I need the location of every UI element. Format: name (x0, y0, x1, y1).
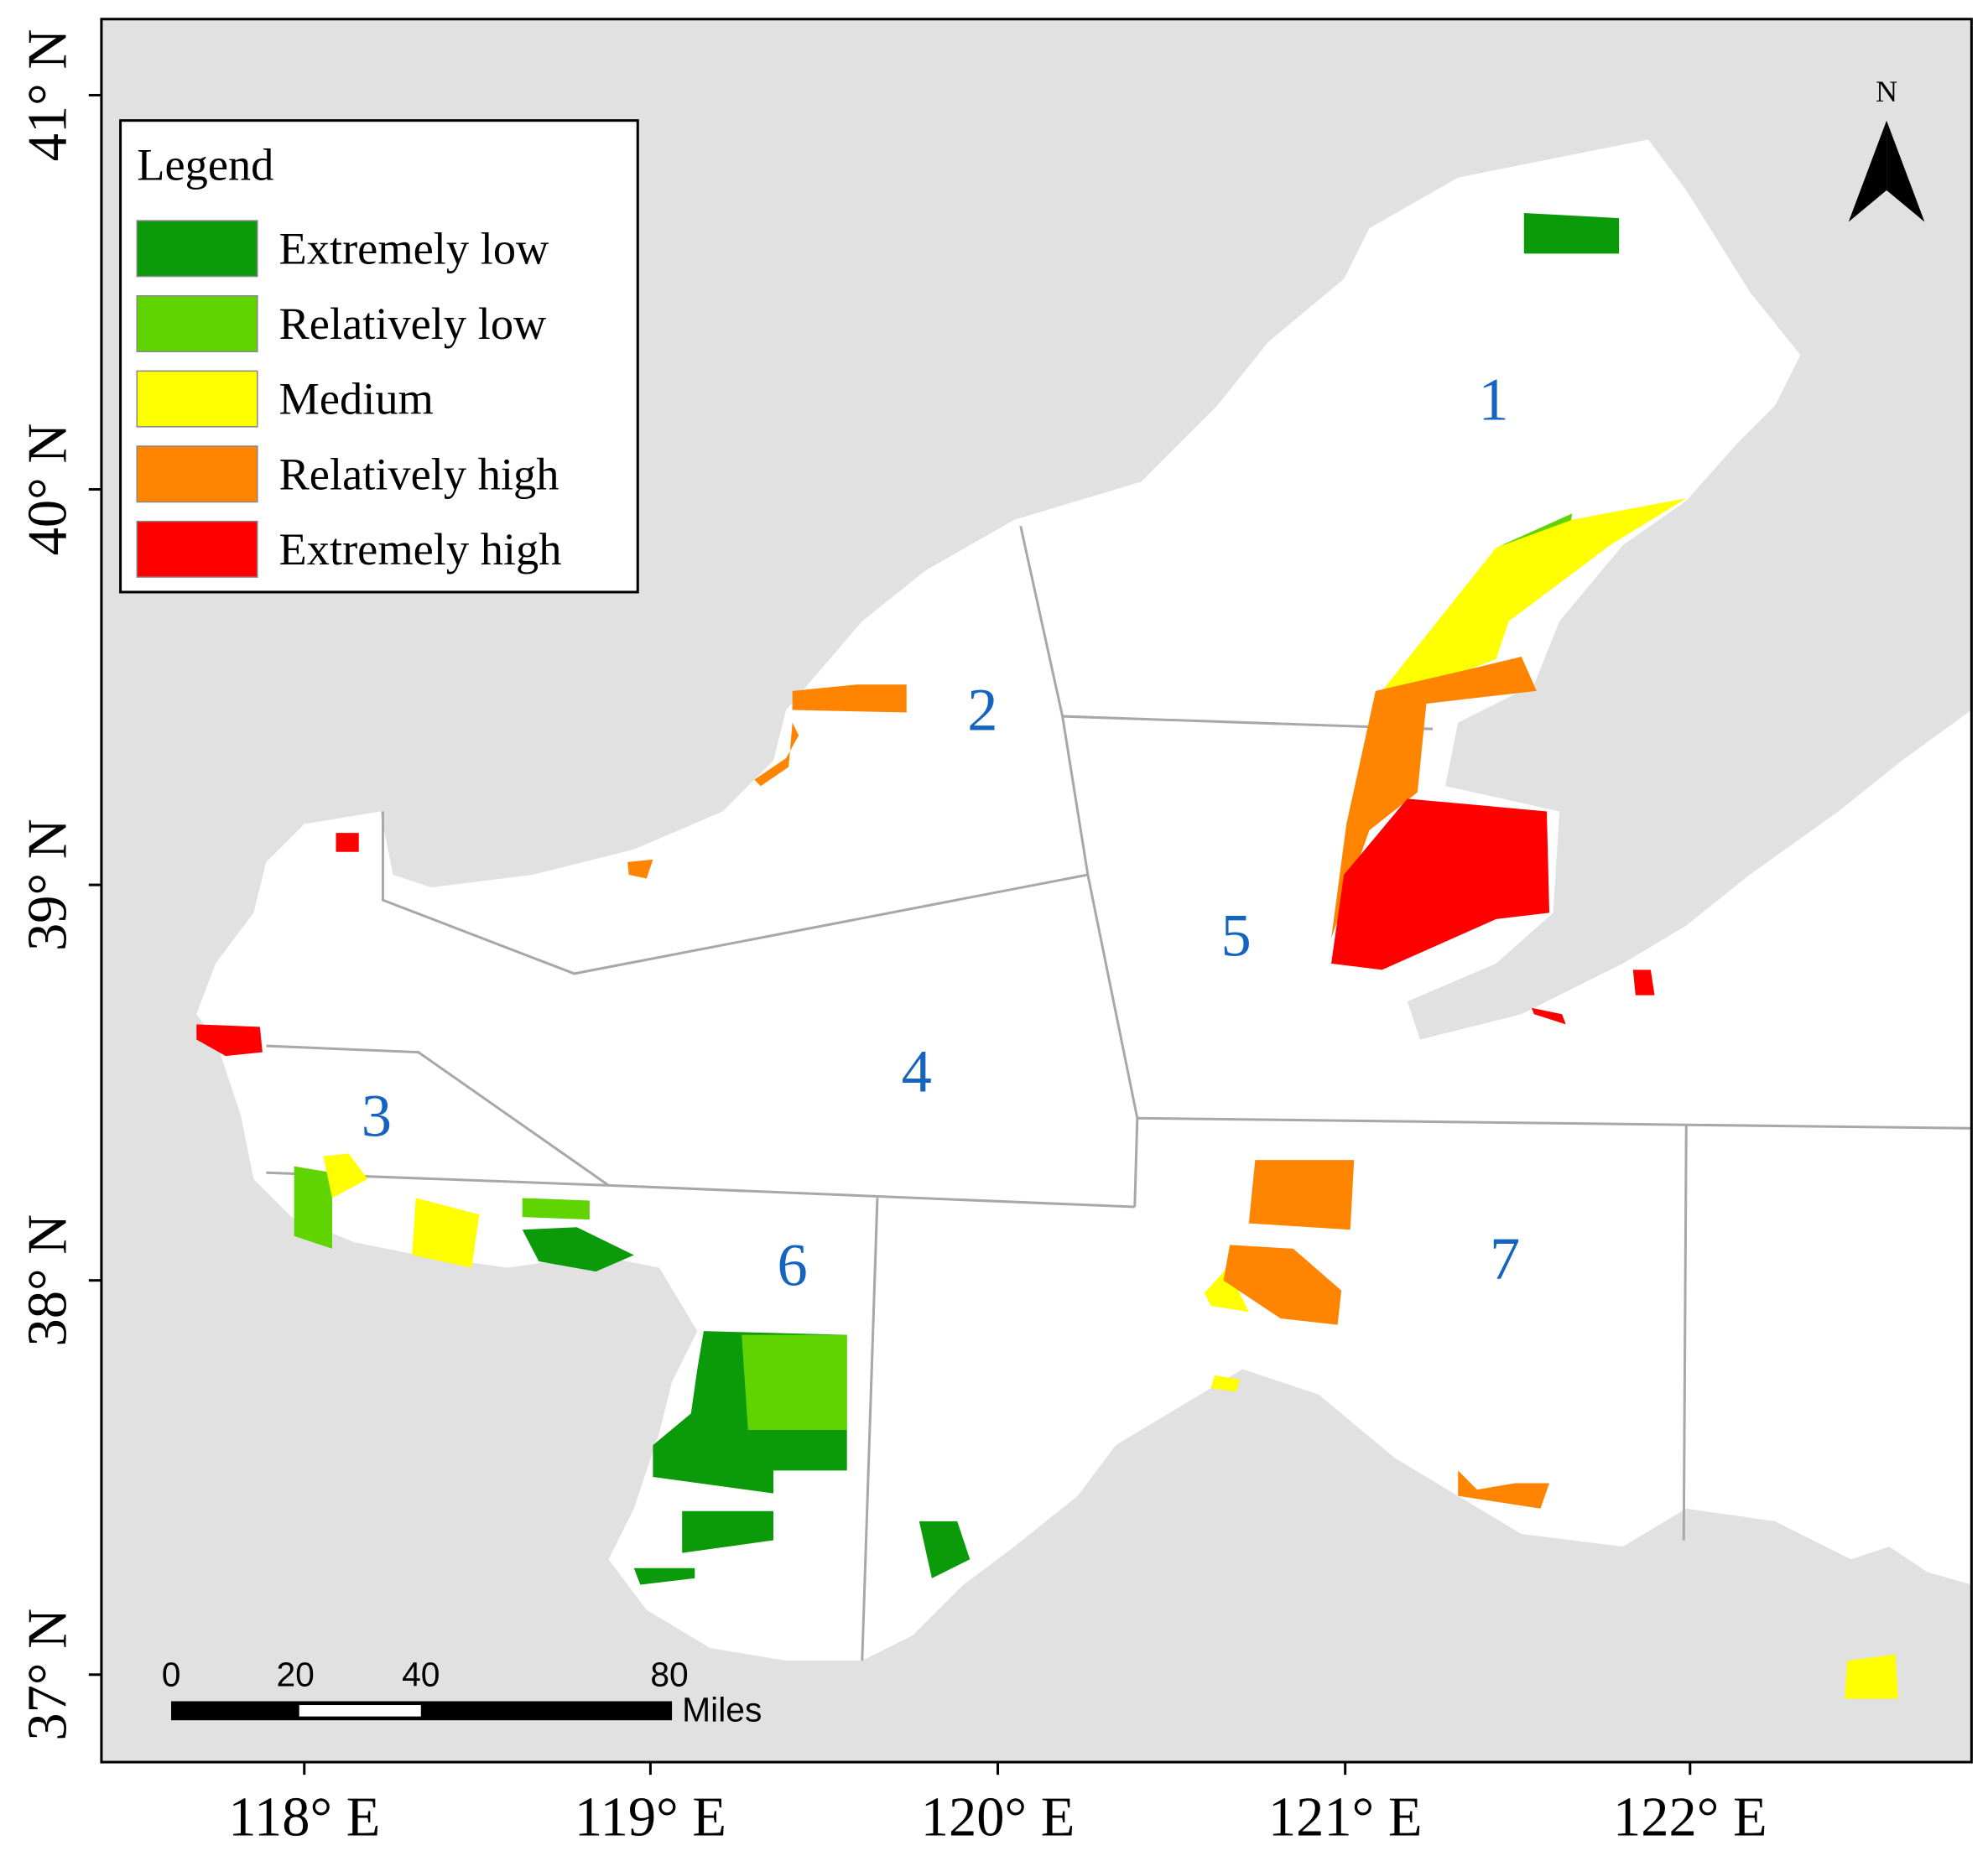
legend-label: Extremely low (279, 223, 550, 273)
legend-label: Relatively high (279, 449, 559, 499)
scale-tick-label: 0 (162, 1655, 181, 1693)
risk-patch (1523, 213, 1620, 254)
region-boundaries (266, 526, 1972, 1661)
risk-patch (323, 1153, 368, 1198)
risk-patch (412, 1198, 480, 1268)
risk-patch (1223, 1245, 1342, 1325)
legend-label: Relatively low (279, 299, 548, 349)
risk-patch (1531, 1007, 1566, 1025)
risk-patch (1331, 657, 1537, 938)
longitude-label: 120° E (921, 1787, 1075, 1848)
risk-patch (196, 1024, 263, 1057)
risk-patch (1331, 798, 1550, 970)
scale-tick-label: 80 (650, 1655, 688, 1693)
risk-patch (1382, 498, 1687, 698)
legend-swatch (136, 370, 258, 428)
longitude-label: 121° E (1268, 1787, 1423, 1848)
risk-patch (627, 859, 653, 879)
latitude-labels: 41° N 40° N 39° N 38° N 37° N (18, 29, 101, 1741)
latitude-label: 41° N (18, 29, 79, 162)
region-label: 7 (1490, 1224, 1520, 1292)
risk-patch (294, 1166, 333, 1249)
north-label: N (1876, 75, 1897, 108)
scale-unit: Miles (682, 1691, 762, 1729)
scale-tick-label: 20 (276, 1655, 314, 1693)
risk-patch (919, 1521, 971, 1578)
risk-patch (792, 684, 907, 713)
region-label: 4 (902, 1037, 932, 1105)
risk-patch (522, 1198, 590, 1220)
region-labels: 1 2 3 4 5 6 7 (362, 365, 1520, 1298)
risk-patch (742, 1334, 847, 1431)
legend-label: Extremely high (279, 524, 562, 574)
longitude-labels: 118° E 119° E 120° E 121° E 122° E (228, 1762, 1767, 1848)
legend-box (119, 119, 639, 594)
legend-swatch (136, 220, 258, 278)
legend-swatch (136, 445, 258, 503)
legend-title: Legend (137, 140, 273, 190)
latitude-label: 39° N (18, 819, 79, 951)
risk-patch (1632, 970, 1655, 996)
legend: Legend Extremely low Relatively low Medium… (119, 119, 639, 594)
region-label: 5 (1221, 902, 1252, 970)
longitude-label: 122° E (1613, 1787, 1767, 1848)
latitude-label: 38° N (18, 1214, 79, 1347)
risk-patch (336, 833, 359, 852)
risk-patch (1248, 1160, 1355, 1230)
risk-patch (1845, 1654, 1898, 1699)
legend-swatch (136, 294, 258, 352)
longitude-label: 118° E (228, 1787, 380, 1848)
region-label: 6 (778, 1231, 808, 1299)
region-label: 2 (967, 676, 997, 744)
risk-patch (633, 1567, 695, 1585)
risk-patch (1458, 1470, 1550, 1509)
longitude-label: 119° E (575, 1787, 726, 1848)
latitude-label: 37° N (18, 1609, 79, 1741)
scale-bar-bar (171, 1701, 673, 1721)
risk-patches (196, 213, 1898, 1699)
risk-patch (522, 1227, 634, 1272)
legend-swatch (136, 520, 258, 578)
region-label: 3 (362, 1081, 392, 1149)
scale-bar-segment (299, 1705, 421, 1717)
frame (100, 18, 1973, 1764)
latitude-label: 40° N (18, 424, 79, 556)
legend-label: Medium (279, 374, 434, 424)
region-label: 1 (1478, 365, 1508, 433)
risk-patch (1204, 1267, 1249, 1313)
risk-patch (682, 1510, 774, 1553)
sea (196, 139, 1972, 1661)
risk-patch (754, 722, 799, 787)
scale-bar: 0 20 40 80 Miles (162, 1655, 762, 1729)
risk-patch (1210, 1375, 1241, 1392)
scale-tick-label: 40 (402, 1655, 440, 1693)
